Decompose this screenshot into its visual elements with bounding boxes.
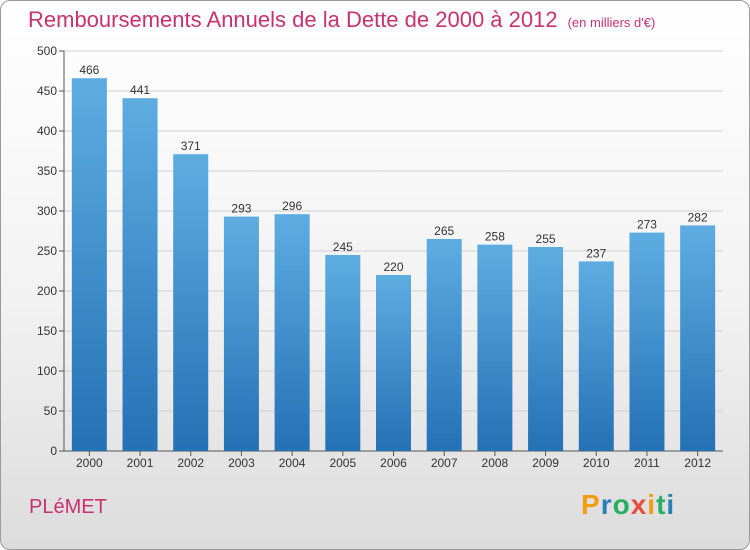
data-label: 255 — [536, 232, 556, 246]
logo-letter: i — [647, 489, 657, 520]
unit-note: (en milliers d'€) — [567, 15, 656, 30]
bar — [325, 255, 361, 451]
y-tick-label: 450 — [37, 84, 57, 98]
x-tick-label: 2005 — [329, 456, 356, 470]
x-tick-label: 2012 — [684, 456, 711, 470]
proxiti-logo: Proxiti — [581, 489, 675, 521]
y-tick-label: 200 — [37, 284, 57, 298]
bar — [629, 232, 665, 451]
x-tick-label: 2000 — [76, 456, 103, 470]
data-label: 245 — [333, 240, 353, 254]
y-tick-label: 150 — [37, 324, 57, 338]
bar — [528, 247, 564, 451]
y-tick-label: 400 — [37, 124, 57, 138]
x-tick-label: 2004 — [279, 456, 306, 470]
y-tick-label: 300 — [37, 204, 57, 218]
data-label: 293 — [231, 202, 251, 216]
bar — [274, 214, 310, 451]
data-label: 371 — [181, 139, 201, 153]
bar — [173, 154, 209, 451]
data-label: 282 — [688, 210, 708, 224]
y-tick-label: 350 — [37, 164, 57, 178]
data-label: 265 — [434, 224, 454, 238]
x-tick-label: 2010 — [583, 456, 610, 470]
data-label: 258 — [485, 230, 505, 244]
logo-letter: t — [656, 489, 667, 520]
y-tick-label: 500 — [37, 44, 57, 58]
logo-letter: i — [666, 489, 676, 520]
x-tick-label: 2009 — [532, 456, 559, 470]
bar — [376, 275, 411, 451]
data-label: 220 — [383, 260, 403, 274]
y-tick-label: 250 — [37, 244, 57, 258]
data-label: 441 — [130, 83, 150, 97]
x-tick-label: 2008 — [482, 456, 509, 470]
logo-letter: r — [600, 489, 613, 520]
bar — [122, 98, 158, 451]
bar — [680, 225, 716, 451]
logo-letter: P — [581, 489, 601, 520]
y-tick-label: 50 — [44, 404, 58, 418]
bar — [426, 239, 462, 451]
logo-letter: x — [630, 489, 648, 520]
y-tick-label: 0 — [50, 444, 57, 458]
x-tick-label: 2006 — [380, 456, 407, 470]
y-tick-label: 100 — [37, 364, 57, 378]
x-tick-label: 2001 — [127, 456, 154, 470]
bar — [578, 261, 614, 451]
logo-letter: o — [612, 489, 631, 520]
chart-title: Remboursements Annuels de la Dette de 20… — [28, 7, 655, 33]
x-tick-label: 2003 — [228, 456, 255, 470]
x-tick-label: 2002 — [177, 456, 204, 470]
data-label: 296 — [282, 199, 302, 213]
x-tick-label: 2011 — [634, 456, 660, 470]
bar — [71, 78, 107, 451]
x-tick-label: 2007 — [431, 456, 458, 470]
city-name: PLéMET — [29, 496, 107, 518]
bar — [223, 216, 259, 451]
bar — [477, 244, 513, 451]
data-label: 273 — [637, 218, 657, 232]
data-label: 237 — [586, 246, 606, 260]
title-text: Remboursements Annuels de la Dette de 20… — [28, 7, 558, 32]
data-label: 466 — [79, 63, 99, 77]
